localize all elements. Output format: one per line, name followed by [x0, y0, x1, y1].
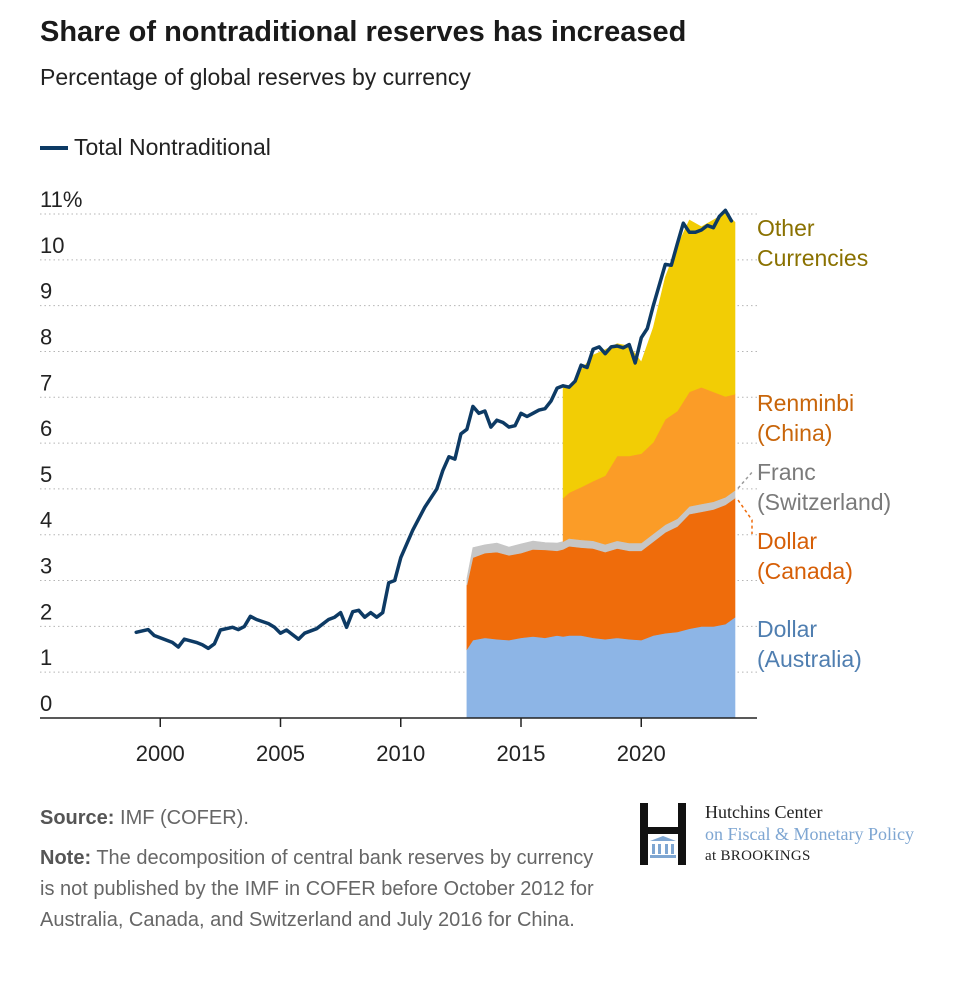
footnote: Note: The decomposition of central bank …: [40, 843, 600, 936]
series-label-other: Other Currencies: [757, 215, 868, 271]
legend-line-swatch: [40, 145, 68, 150]
area-other: [562, 212, 736, 499]
series-label-australia: Dollar (Australia): [757, 616, 862, 672]
legend-label-total: Total Nontraditional: [74, 134, 271, 160]
y-tick-label: 7: [40, 370, 52, 395]
y-tick-label: 4: [40, 508, 52, 533]
x-tick-label: 2010: [376, 741, 425, 766]
logo-line-1: Hutchins Center: [705, 802, 823, 822]
brookings-h-logo-icon: [640, 803, 686, 865]
logo-line-2: on Fiscal & Monetary Policy: [705, 824, 914, 844]
series-label-switzerland: Franc (Switzerland): [757, 459, 891, 515]
logo-line-3: at BROOKINGS: [705, 848, 811, 864]
series-label-china: Renminbi (China): [757, 390, 854, 446]
y-tick-label: 5: [40, 462, 52, 487]
chart-title: Share of nontraditional reserves has inc…: [40, 16, 687, 48]
total-nontraditional-line: [134, 208, 734, 651]
source-note: Source: IMF (COFER).: [40, 803, 249, 834]
series-labels: Other Currencies Renminbi (China) Franc (Swit…: [737, 215, 891, 672]
y-tick-label: 2: [40, 599, 52, 624]
y-tick-label: 3: [40, 554, 52, 579]
y-tick-label: 0: [40, 691, 52, 716]
y-tick-label: 1: [40, 645, 52, 670]
note-text: The decomposition of central bank reserv…: [40, 847, 594, 931]
chart-subtitle: Percentage of global reserves by currenc…: [40, 64, 471, 90]
total-line-layer: [134, 208, 734, 651]
stacked-areas: [466, 212, 736, 719]
axes: 0 1 2 3 4 5 6 7 8 9 10 11% 2000 2005 2010 2015 2020: [40, 187, 757, 766]
x-tick-label: 2005: [256, 741, 305, 766]
y-tick-label: 9: [40, 279, 52, 304]
franc-label-connector: [737, 470, 753, 489]
canada-label-connector: [737, 499, 753, 534]
series-label-canada: Dollar (Canada): [757, 528, 853, 584]
x-tick-label: 2020: [617, 741, 666, 766]
y-tick-label: 11%: [40, 187, 82, 212]
source-label: Source:: [40, 807, 115, 829]
note-label: Note:: [40, 847, 92, 869]
y-tick-label: 10: [40, 233, 64, 258]
y-tick-label: 6: [40, 416, 52, 441]
source-text: IMF (COFER).: [120, 807, 249, 829]
x-tick-label: 2015: [497, 741, 546, 766]
logo-wordmark: Hutchins Center on Fiscal & Monetary Pol…: [705, 801, 914, 867]
area-chart: 0 1 2 3 4 5 6 7 8 9 10 11% 2000 2005 2010 2015 2020 Othe…: [40, 187, 891, 766]
y-tick-label: 8: [40, 324, 52, 349]
chart-legend: Total Nontraditional: [40, 134, 271, 161]
x-tick-label: 2000: [136, 741, 185, 766]
area-switzerland: [466, 489, 736, 586]
